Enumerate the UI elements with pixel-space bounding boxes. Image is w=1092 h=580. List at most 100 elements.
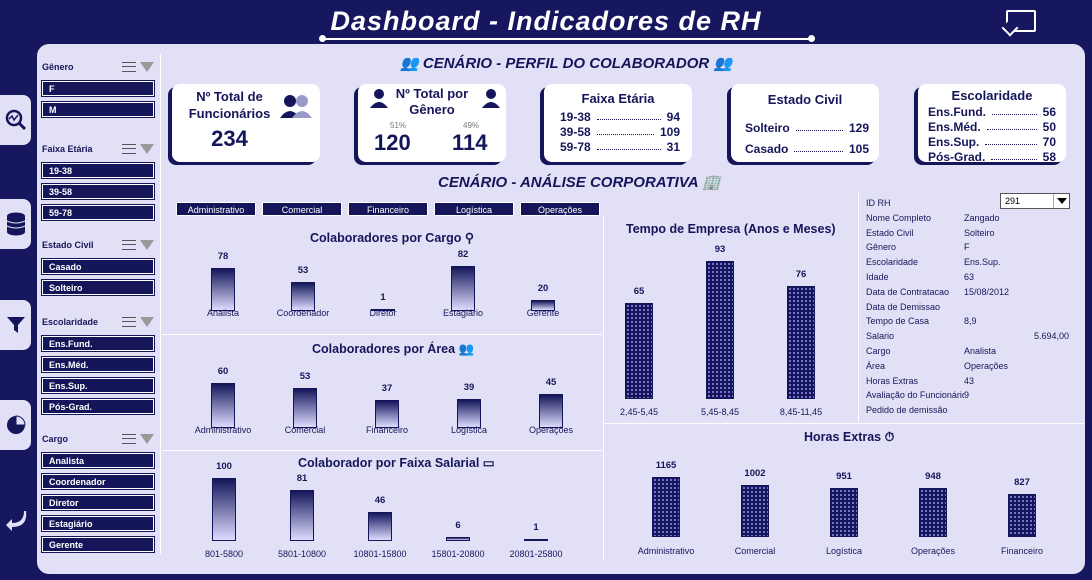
chart-bar[interactable] xyxy=(371,309,395,311)
detail-label: Gênero xyxy=(866,242,897,253)
slicer-item[interactable]: Gerente xyxy=(41,536,155,553)
slicer-item[interactable]: F xyxy=(41,80,155,97)
nav-filter-button[interactable] xyxy=(0,300,31,350)
chart-bar[interactable] xyxy=(531,300,555,311)
presentation-icon[interactable] xyxy=(1006,10,1036,32)
detail-value: 8,9 xyxy=(964,316,977,327)
slicer-item[interactable]: Estagiário xyxy=(41,515,155,532)
chart-bar[interactable] xyxy=(211,268,235,311)
chart-title-area: Colaboradores por Área 👥 xyxy=(312,342,474,357)
chart-category-label: 8,45-11,45 xyxy=(779,407,823,417)
clear-filter-icon[interactable] xyxy=(140,240,154,250)
tab-logistica[interactable]: Logística xyxy=(434,202,514,216)
slicer-item[interactable]: Analista xyxy=(41,452,155,469)
chart-bar[interactable] xyxy=(211,383,235,428)
slicer-item[interactable]: M xyxy=(41,101,155,118)
chart-value-label: 39 xyxy=(463,381,475,393)
chart-bar[interactable] xyxy=(539,394,563,428)
chart-bar[interactable] xyxy=(457,398,481,428)
row-key: 39-58 xyxy=(560,124,591,139)
chart-bar[interactable] xyxy=(652,477,680,537)
title-underline xyxy=(319,35,815,42)
multi-select-icon[interactable] xyxy=(122,144,136,154)
chart-title-text: Horas Extras xyxy=(804,430,882,444)
chevron-down-icon[interactable] xyxy=(1053,194,1069,208)
nav-database-button[interactable] xyxy=(0,199,31,249)
kpi-faixa-etaria: Faixa Etária 19-38 94 39-58 109 59-78 31 xyxy=(544,84,692,162)
multi-select-icon[interactable] xyxy=(122,434,136,444)
slicer-item[interactable]: Casado xyxy=(41,258,155,275)
chart-category-label: Operações xyxy=(528,425,574,435)
clear-filter-icon[interactable] xyxy=(140,144,154,154)
chart-bar[interactable] xyxy=(524,539,548,541)
chart-bar[interactable] xyxy=(446,537,470,541)
chart-value-label: 53 xyxy=(297,264,309,276)
kpi-value: 234 xyxy=(211,126,248,151)
tab-administrativo[interactable]: Administrativo xyxy=(176,202,256,216)
slicer-item[interactable]: Ens.Fund. xyxy=(41,335,155,352)
chart-bar[interactable] xyxy=(787,286,815,399)
chart-bar[interactable] xyxy=(293,388,317,428)
chart-category-label: 5,45-8,45 xyxy=(700,407,740,417)
slicer-item[interactable]: Ens.Sup. xyxy=(41,377,155,394)
multi-select-icon[interactable] xyxy=(122,240,136,250)
team-icon xyxy=(280,95,312,118)
chart-value-label: 81 xyxy=(296,472,308,484)
kpi-rows: Solteiro 129 Casado 105 xyxy=(731,107,879,159)
row-key: Solteiro xyxy=(745,120,790,135)
chart-title-text: Colaborador por Faixa Salarial xyxy=(298,456,480,470)
detail-value: Solteiro xyxy=(964,227,995,238)
chart-value-label: 60 xyxy=(217,366,229,377)
dashboard-title: Dashboard - Indicadores de RH xyxy=(0,0,1092,42)
pie-chart-icon xyxy=(6,415,26,434)
chart-bar[interactable] xyxy=(625,302,653,399)
chart-bar[interactable] xyxy=(741,485,769,537)
chart-bar[interactable] xyxy=(291,281,315,311)
chart-bar[interactable] xyxy=(375,400,399,428)
detail-value: Ens.Sup. xyxy=(964,257,1001,268)
slicer-item[interactable]: 19-38 xyxy=(41,162,155,179)
tab-comercial[interactable]: Comercial xyxy=(262,202,342,216)
chart-bar[interactable] xyxy=(830,488,858,537)
slicer-item[interactable]: 39-58 xyxy=(41,183,155,200)
slicer-title: Estado Civil xyxy=(42,240,94,250)
slicer-item[interactable]: Coordenador xyxy=(41,473,155,490)
buildings-icon: 🏢 xyxy=(702,174,721,191)
tab-financeiro[interactable]: Financeiro xyxy=(348,202,428,216)
chart-bar[interactable] xyxy=(919,488,947,537)
slicer-item[interactable]: Pós-Grad. xyxy=(41,398,155,415)
kpi-label: Gênero xyxy=(409,102,455,117)
chart-bar[interactable] xyxy=(368,512,392,541)
chart-bar[interactable] xyxy=(290,489,314,541)
row-value: 109 xyxy=(659,124,680,139)
chart-category-label: Financeiro xyxy=(1000,546,1044,556)
slicer-item[interactable]: Solteiro xyxy=(41,279,155,296)
chart-bar[interactable] xyxy=(706,261,734,399)
clear-filter-icon[interactable] xyxy=(140,317,154,327)
nav-chart-button[interactable] xyxy=(0,400,31,450)
clear-filter-icon[interactable] xyxy=(140,434,154,444)
kpi-row: Casado 105 xyxy=(745,138,869,159)
slicer-item[interactable]: Diretor xyxy=(41,494,155,511)
employee-id-dropdown[interactable]: 291 xyxy=(1000,193,1070,209)
row-key: Casado xyxy=(745,141,789,156)
slicer-item[interactable]: 59-78 xyxy=(41,204,155,221)
wallet-icon: ▭ xyxy=(482,456,495,470)
row-value: 105 xyxy=(848,141,869,156)
slicer-item[interactable]: Ens.Méd. xyxy=(41,356,155,373)
female-user-icon xyxy=(482,89,500,108)
chart-category-label: 10801-15800 xyxy=(353,549,407,559)
tab-operacoes[interactable]: Operações xyxy=(520,202,600,216)
kpi-label: Nº Total de xyxy=(196,89,263,104)
nav-back-button[interactable] xyxy=(0,494,31,544)
multi-select-icon[interactable] xyxy=(122,62,136,72)
chart-bar[interactable] xyxy=(1008,494,1036,537)
row-value: 129 xyxy=(848,120,869,135)
chart-bar[interactable] xyxy=(451,266,475,311)
clear-filter-icon[interactable] xyxy=(140,62,154,72)
detail-value: 63 xyxy=(964,272,975,282)
multi-select-icon[interactable] xyxy=(122,317,136,327)
filter-icon xyxy=(6,317,25,333)
chart-bar[interactable] xyxy=(212,478,236,541)
nav-analysis-button[interactable] xyxy=(0,95,31,145)
